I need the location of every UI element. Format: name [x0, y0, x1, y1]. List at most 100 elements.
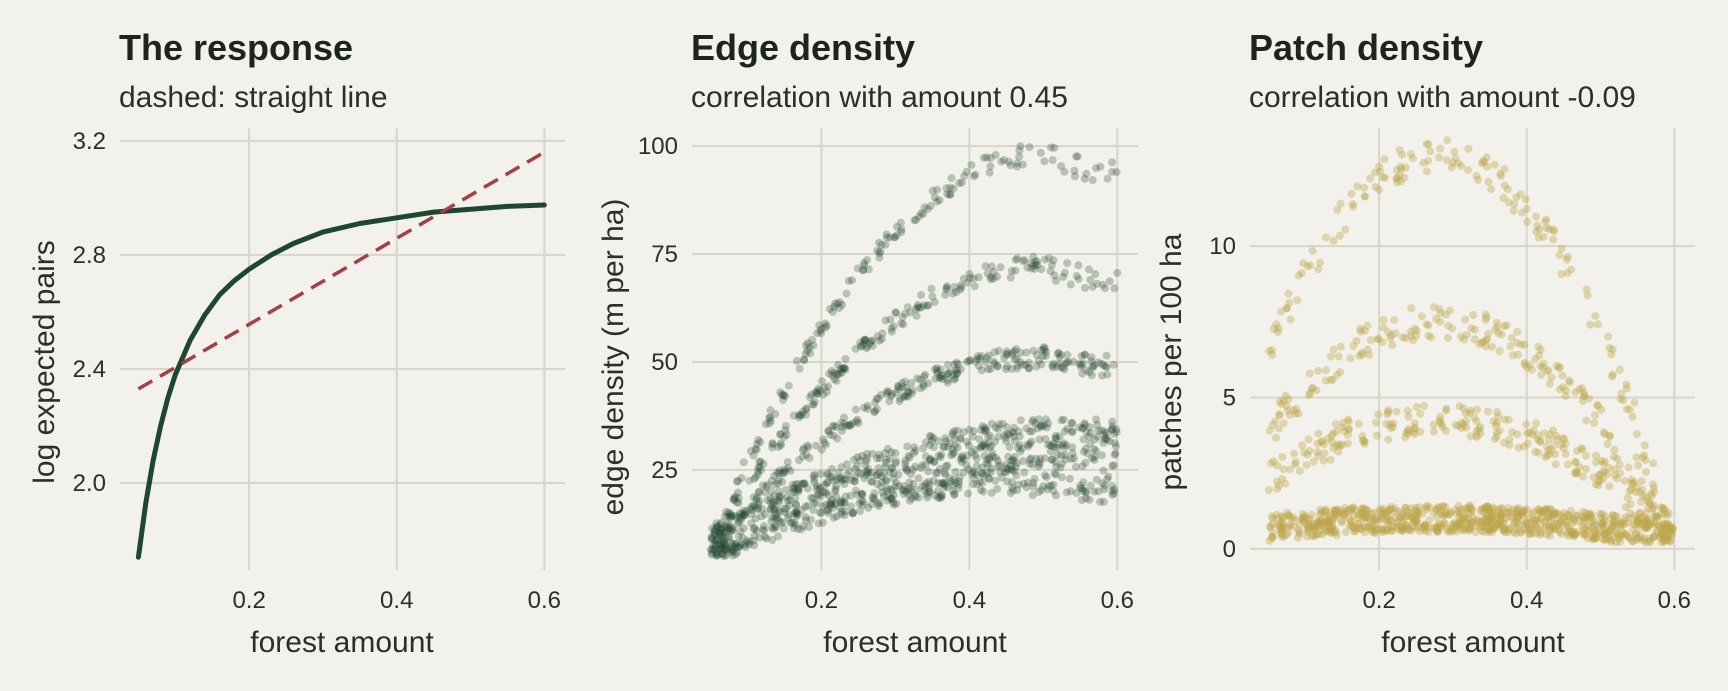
data-point — [1281, 391, 1290, 400]
data-point — [1457, 419, 1466, 427]
data-point — [1540, 524, 1549, 533]
data-point — [741, 543, 750, 552]
data-point — [1667, 524, 1676, 533]
data-point — [1272, 320, 1281, 329]
data-point — [739, 524, 748, 533]
data-point — [1040, 454, 1049, 463]
data-point — [785, 496, 794, 504]
data-point — [1472, 426, 1481, 435]
data-point — [1454, 521, 1463, 530]
data-point — [1060, 268, 1069, 277]
data-point — [904, 388, 913, 397]
data-point — [717, 526, 726, 534]
data-point — [1624, 518, 1633, 527]
data-point — [1549, 511, 1558, 520]
data-point — [887, 324, 896, 333]
data-point — [1636, 509, 1645, 518]
data-point — [1398, 514, 1407, 523]
data-point — [1266, 523, 1275, 532]
data-point — [1635, 523, 1644, 532]
data-point — [956, 365, 965, 374]
data-point — [1359, 504, 1368, 513]
data-point — [1435, 153, 1444, 162]
data-point — [1383, 525, 1392, 534]
data-point — [1324, 516, 1333, 525]
data-point — [1591, 312, 1600, 321]
data-point — [1104, 472, 1113, 481]
data-point — [1529, 426, 1538, 435]
data-point — [1312, 522, 1321, 531]
data-point — [870, 489, 879, 498]
data-point — [1292, 405, 1301, 413]
data-point — [918, 481, 927, 490]
data-point — [865, 339, 874, 348]
data-point — [1076, 484, 1085, 493]
data-point — [858, 501, 867, 509]
data-point — [1340, 509, 1349, 518]
data-point — [943, 378, 952, 387]
data-point — [1663, 535, 1672, 543]
data-point — [1630, 478, 1639, 487]
data-point — [1108, 461, 1117, 470]
data-point — [899, 490, 908, 498]
data-point — [1536, 437, 1545, 446]
data-point — [1265, 347, 1274, 355]
data-point — [1047, 481, 1056, 490]
data-point — [1522, 505, 1531, 514]
data-point — [712, 548, 721, 557]
data-point — [1420, 401, 1429, 410]
data-point — [934, 479, 943, 488]
data-point — [1628, 525, 1637, 534]
data-point — [893, 222, 901, 231]
data-point — [1319, 518, 1328, 527]
data-point — [1422, 320, 1431, 329]
data-point — [988, 449, 997, 458]
data-point — [890, 500, 898, 509]
data-point — [1579, 472, 1588, 481]
data-point — [1585, 509, 1594, 518]
data-point — [1631, 488, 1640, 496]
data-point — [888, 486, 897, 495]
data-point — [824, 491, 833, 500]
data-point — [794, 524, 802, 533]
data-point — [932, 364, 941, 373]
data-point — [1032, 362, 1041, 371]
data-point — [1645, 534, 1654, 543]
data-point — [874, 502, 883, 511]
data-point — [1112, 168, 1121, 177]
data-point — [877, 240, 886, 249]
data-point — [1418, 523, 1427, 532]
data-point — [982, 459, 991, 468]
data-point — [766, 416, 775, 425]
data-point — [1093, 432, 1102, 441]
data-point — [1321, 376, 1330, 385]
data-point — [930, 491, 939, 500]
data-point — [957, 283, 966, 292]
data-point — [1038, 421, 1047, 430]
data-point — [1520, 358, 1529, 367]
data-point — [987, 441, 996, 450]
data-point — [942, 283, 951, 292]
data-point — [708, 524, 717, 533]
data-point — [902, 383, 911, 392]
data-point — [1579, 516, 1588, 525]
data-point — [1613, 474, 1621, 483]
data-point — [1609, 518, 1618, 527]
data-point — [1000, 156, 1008, 164]
data-point — [1052, 276, 1061, 285]
data-point — [1499, 523, 1508, 532]
data-point — [750, 541, 759, 550]
data-point — [956, 455, 965, 464]
data-point — [716, 520, 725, 529]
data-point — [853, 415, 862, 424]
data-point — [1055, 359, 1064, 368]
data-point — [1015, 432, 1024, 441]
data-point — [832, 512, 841, 521]
data-point — [1313, 439, 1322, 448]
data-point — [1551, 460, 1560, 469]
data-point — [1446, 509, 1454, 518]
data-point — [946, 190, 955, 199]
data-point — [781, 467, 790, 476]
data-point — [930, 458, 939, 467]
data-point — [774, 505, 783, 514]
